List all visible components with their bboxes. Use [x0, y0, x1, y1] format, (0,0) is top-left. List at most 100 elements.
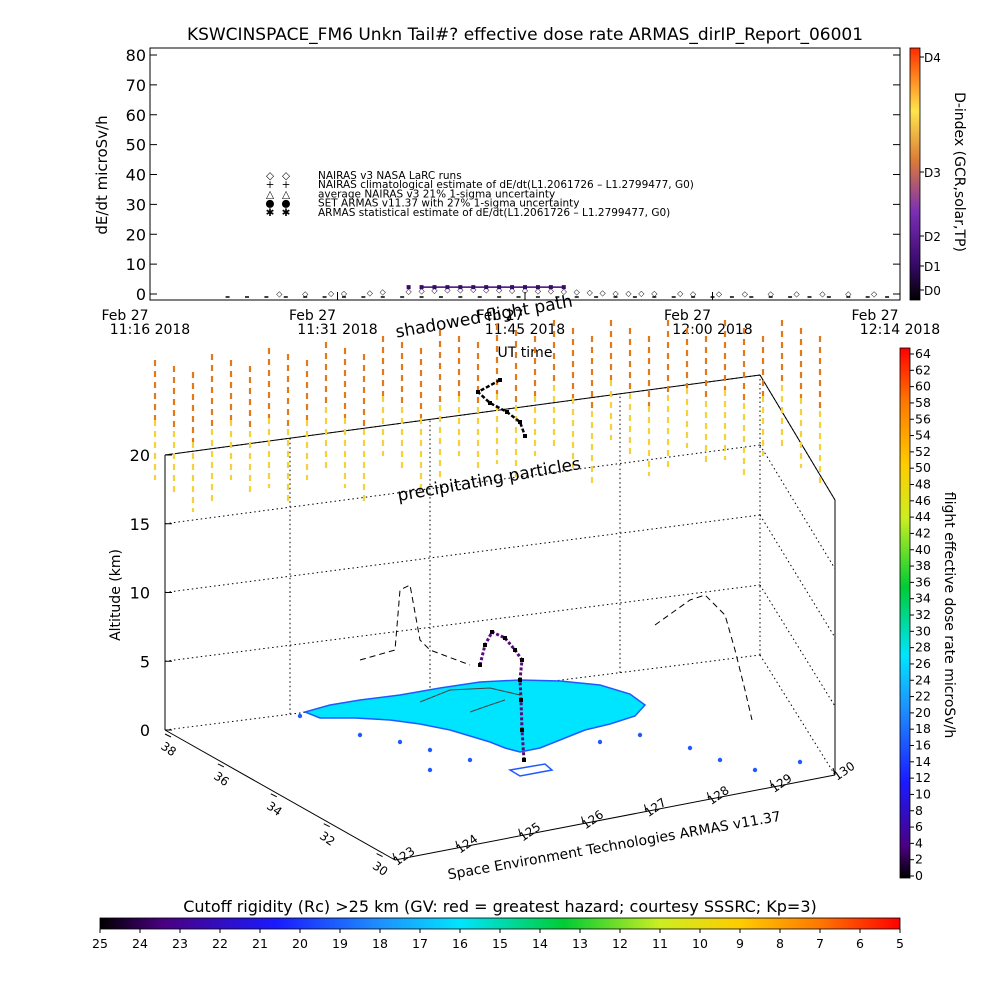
shadow-path-point [488, 401, 492, 405]
dose-rate-tick-label: 38 [915, 558, 931, 573]
longitude-tick [581, 816, 585, 824]
latitude-tick [270, 793, 278, 798]
cutoff-rigidity-tick-label: 18 [372, 936, 388, 951]
nairas-point: ◇ [871, 289, 878, 298]
small-island [597, 739, 603, 745]
altitude-profile-left-wall [359, 584, 471, 666]
latitude-tick [376, 853, 383, 858]
dose-rate-tick-label: 42 [915, 525, 931, 540]
korea-landmass-cutoff-map [297, 679, 803, 777]
dose-rate-tick-label: 14 [915, 754, 931, 769]
cutoff-rigidity-tick-label: 20 [292, 936, 308, 951]
longitude-tick-label: 123 [391, 844, 418, 869]
d-index-tick-label: D4 [924, 51, 941, 65]
nairas-point: ◇ [651, 289, 658, 298]
altitude-tick-label: 15 [130, 515, 150, 534]
longitude-tick-label: 125 [516, 820, 543, 845]
flight-track-point [513, 648, 517, 652]
nairas-point: ◇ [742, 289, 749, 298]
nairas-point: ◇ [483, 286, 490, 295]
nairas-point: ◇ [535, 286, 542, 295]
legend-symbol: ✱ [282, 207, 291, 219]
top-y-tick-label: 50 [126, 136, 146, 155]
cutoff-rigidity-tick-label: 14 [532, 936, 548, 951]
top-y-tick-label: 10 [126, 255, 146, 274]
cutoff-rigidity-tick-label: 24 [132, 936, 148, 951]
dose-rate-tick-label: 24 [915, 672, 931, 687]
cutoff-rigidity-tick-label: 22 [212, 936, 228, 951]
flight-track-point [518, 678, 522, 682]
dose-rate-tick-label: 22 [915, 689, 931, 704]
d-index-colorbar-label: D-index (GCR,solar,TP) [951, 92, 967, 252]
dose-rate-tick-label: 26 [915, 656, 931, 671]
dose-rate-tick-label: 2 [915, 852, 923, 867]
legend-symbol: + [266, 179, 275, 191]
ground-track [419, 687, 521, 703]
dose-rate-tick-label: 32 [915, 607, 931, 622]
nairas-point: ◇ [406, 287, 413, 296]
altitude-tick-label: 0 [140, 721, 150, 740]
dose-rate-tick-label: 54 [915, 428, 931, 443]
dose-rate-colorbar [899, 347, 911, 879]
flight-track-point [520, 658, 524, 662]
nairas-point: ◇ [302, 289, 309, 298]
latitude-tick-label: 34 [264, 799, 285, 819]
flight-track-line [478, 630, 526, 761]
legend-symbol: ◇ [266, 170, 275, 182]
nairas-point: ◇ [470, 285, 477, 294]
longitude-tick [832, 767, 836, 776]
dose-rate-tick-label: 16 [915, 738, 931, 753]
nairas-point: ◇ [431, 286, 438, 295]
cutoff-rigidity-tick-label: 23 [172, 936, 188, 951]
flight-track [359, 378, 753, 762]
small-island [357, 732, 363, 738]
ground-track [469, 699, 506, 713]
nairas-point: ◇ [418, 286, 425, 295]
dose-rate-tick-label: 60 [915, 379, 931, 394]
dose-rate-tick-label: 40 [915, 542, 931, 557]
small-island [297, 713, 303, 719]
d-index-tick-label: D1 [924, 260, 941, 274]
nairas-point: ◇ [328, 289, 335, 298]
top-x-tick-time: 12:00 2018 [672, 322, 752, 338]
small-island [467, 757, 473, 763]
latitude-axis: 30 32 34 36 38 [158, 733, 390, 879]
longitude-tick-label: 129 [768, 771, 795, 796]
nairas-point: ◇ [845, 289, 852, 298]
longitude-tick [392, 852, 396, 861]
flight-track-point [483, 643, 487, 647]
cutoff-rigidity-tick-label: 10 [692, 936, 708, 951]
nairas-point: ◇ [276, 289, 283, 298]
top-x-tick-date: Feb 27 [289, 308, 336, 324]
korea-mainland [302, 679, 647, 753]
top-x-axis-label: UT time [498, 345, 553, 361]
altitude-gridline [164, 584, 761, 662]
altitude-gridline [164, 514, 761, 593]
dose-rate-tick-label: 58 [915, 395, 931, 410]
flight-track-point [503, 636, 507, 640]
model-credit: Space Environment Technologies ARMAS v11… [446, 809, 782, 883]
longitude-tick-label: 128 [705, 783, 732, 808]
nairas-point: ◇ [793, 289, 800, 298]
legend-label: NAIRAS v3 NASA LaRC runs [318, 170, 462, 182]
dose-rate-tick-label: 50 [915, 460, 931, 475]
top-y-tick-label: 0 [136, 285, 146, 304]
altitude-tick-label: 5 [140, 652, 150, 671]
nairas-point: ◇ [341, 289, 348, 298]
top-x-tick-date: Feb 27 [851, 308, 898, 324]
altitude-profile-right-wall [654, 594, 753, 721]
legend-label: average NAIRAS v3 21% 1-sigma uncertaint… [318, 188, 555, 200]
longitude-tick [455, 840, 459, 848]
nairas-point: ◇ [677, 289, 684, 298]
altitude-3d-box [164, 374, 836, 861]
nairas-point: ◇ [600, 289, 607, 298]
legend-label: SET ARMAS v11.37 with 27% 1-sigma uncert… [318, 198, 580, 210]
box-edge-back-bottom [164, 654, 761, 731]
small-island [752, 767, 758, 773]
legend-label: NAIRAS climatological estimate of dE/dt(… [318, 179, 694, 191]
cutoff-rigidity-tick-label: 5 [896, 936, 904, 951]
d-index-colorbar [909, 47, 921, 301]
longitude-tick [706, 792, 710, 800]
dose-rate-tick-label: 12 [915, 770, 931, 785]
top-y-tick-label: 70 [126, 76, 146, 95]
